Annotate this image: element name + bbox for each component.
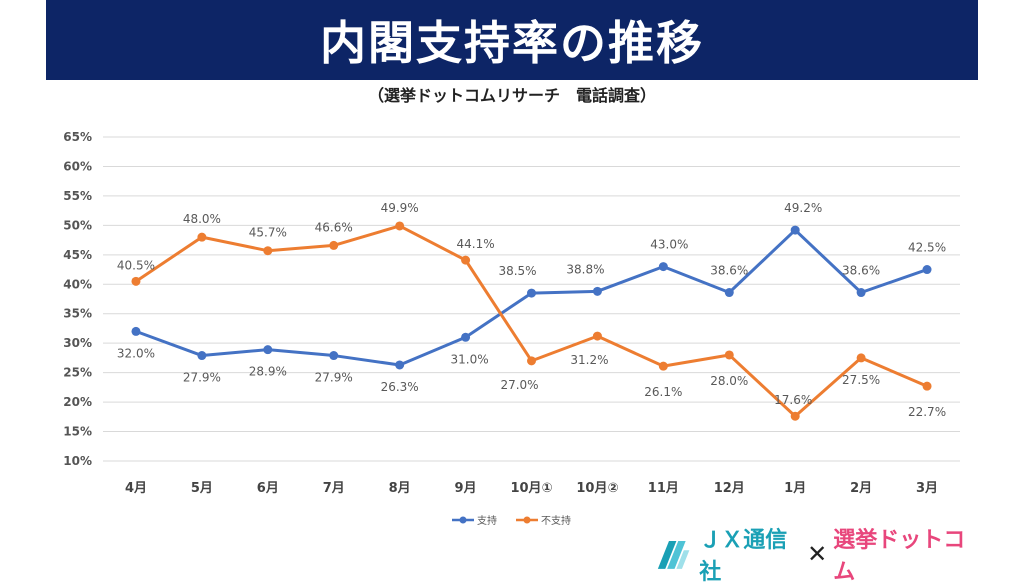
y-tick-label: 40% <box>63 277 92 291</box>
data-label: 42.5% <box>908 241 946 255</box>
x-tick-label: 10月① <box>510 481 552 496</box>
x-tick-label: 9月 <box>455 481 477 496</box>
y-tick-label: 30% <box>63 336 92 350</box>
data-label: 48.0% <box>183 212 221 226</box>
title-banner: 内閣支持率の推移 <box>46 0 978 80</box>
data-point <box>197 351 207 361</box>
jx-logo-icon <box>657 541 690 569</box>
chart-subtitle: （選挙ドットコムリサーチ 電話調査） <box>367 86 656 105</box>
data-label: 28.9% <box>249 365 287 379</box>
data-point <box>790 411 800 421</box>
x-tick-label: 3月 <box>916 481 938 496</box>
x-tick-label: 5月 <box>191 481 213 496</box>
data-label: 26.3% <box>381 380 419 394</box>
data-point <box>197 232 207 242</box>
legend-label: 不支持 <box>541 514 571 527</box>
x-tick-label: 12月 <box>714 481 745 496</box>
data-label: 44.1% <box>457 237 495 251</box>
data-label: 38.6% <box>842 264 880 278</box>
data-label: 26.1% <box>644 385 682 399</box>
data-label: 22.7% <box>908 405 946 419</box>
y-tick-label: 25% <box>63 366 92 380</box>
x-tick-label: 10月② <box>576 481 618 496</box>
data-point <box>658 262 668 272</box>
data-point <box>856 288 866 298</box>
data-point <box>131 326 141 336</box>
y-tick-label: 35% <box>63 307 92 321</box>
data-point <box>131 276 141 286</box>
x-tick-label: 7月 <box>323 481 345 496</box>
data-label: 31.2% <box>570 353 608 367</box>
y-tick-label: 65% <box>63 130 92 144</box>
data-point <box>724 350 734 360</box>
data-point <box>527 356 536 366</box>
data-label: 46.6% <box>315 220 353 234</box>
jx-logo-text: ＪＸ通信社 <box>699 528 788 585</box>
data-point <box>263 246 273 256</box>
data-point <box>461 255 471 265</box>
data-point <box>922 381 932 391</box>
data-label: 27.0% <box>500 378 538 392</box>
logo-separator: ✕ <box>807 540 828 568</box>
data-point <box>790 225 800 235</box>
senkyo-logo-text: 選挙ドットコム <box>833 528 966 585</box>
data-label: 27.9% <box>183 371 221 385</box>
data-label: 43.0% <box>650 238 688 252</box>
data-point <box>263 345 273 355</box>
y-tick-label: 60% <box>63 159 92 173</box>
y-tick-label: 20% <box>63 395 92 409</box>
x-tick-label: 4月 <box>125 481 147 496</box>
y-tick-label: 10% <box>63 454 92 468</box>
data-label: 49.9% <box>381 201 419 215</box>
data-label: 49.2% <box>784 201 822 215</box>
data-label: 38.5% <box>498 264 536 278</box>
data-point <box>592 331 602 341</box>
x-tick-label: 8月 <box>389 481 411 496</box>
y-tick-label: 55% <box>63 189 92 203</box>
data-point <box>527 288 536 298</box>
footer-logo: ＪＸ通信社 ✕ 選挙ドットコム <box>656 528 976 585</box>
data-point <box>592 286 602 296</box>
data-point <box>329 351 339 361</box>
data-label: 38.6% <box>710 264 748 278</box>
data-point <box>724 288 734 298</box>
data-label: 31.0% <box>451 352 489 366</box>
page-title: 内閣支持率の推移 <box>320 16 704 70</box>
y-tick-label: 15% <box>63 425 92 439</box>
x-tick-label: 1月 <box>784 481 806 496</box>
data-label: 38.8% <box>566 262 604 276</box>
data-point <box>922 265 932 275</box>
data-label: 27.9% <box>315 371 353 385</box>
y-tick-label: 45% <box>63 248 92 262</box>
data-label: 27.5% <box>842 373 880 387</box>
data-label: 28.0% <box>710 374 748 388</box>
data-point <box>461 332 471 342</box>
data-point <box>395 221 405 231</box>
y-tick-label: 50% <box>63 218 92 232</box>
data-point <box>658 361 668 371</box>
legend-marker <box>459 516 467 524</box>
data-point <box>856 353 866 363</box>
legend-label: 支持 <box>477 514 497 527</box>
x-tick-label: 2月 <box>850 481 872 496</box>
data-point <box>329 240 339 250</box>
legend-marker <box>523 516 531 524</box>
data-point <box>395 360 405 370</box>
x-tick-label: 6月 <box>257 481 279 496</box>
data-label: 17.6% <box>774 393 812 407</box>
data-label: 45.7% <box>249 226 287 240</box>
data-label: 40.5% <box>117 258 155 272</box>
x-tick-label: 11月 <box>648 481 679 496</box>
data-label: 32.0% <box>117 346 155 360</box>
